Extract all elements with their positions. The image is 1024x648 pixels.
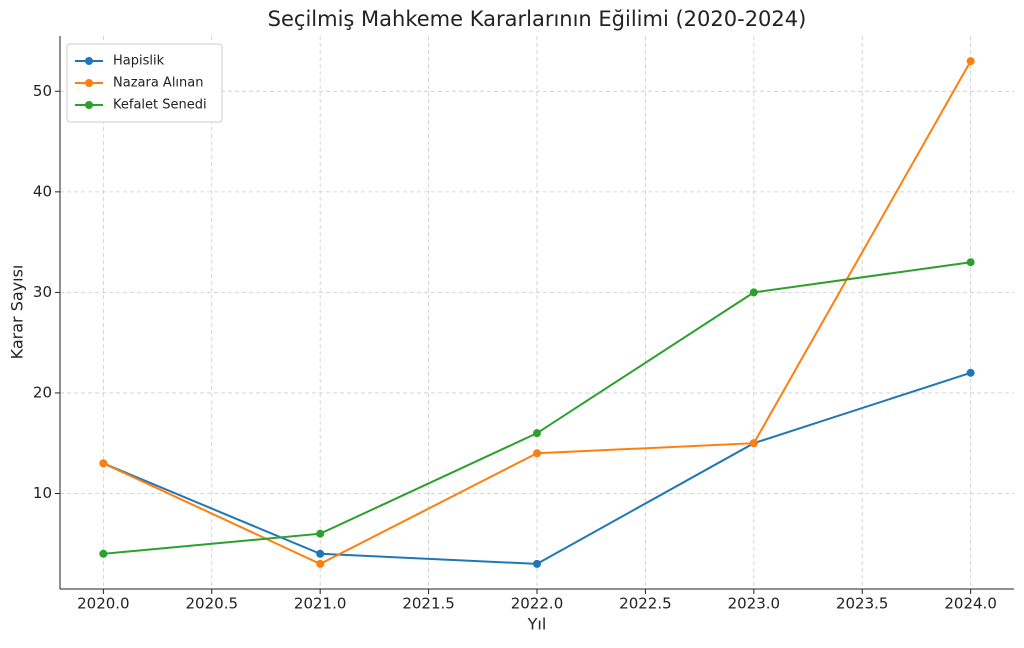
data-point bbox=[533, 559, 541, 568]
data-point bbox=[99, 459, 108, 468]
x-tick-label: 2021.0 bbox=[294, 595, 347, 613]
data-point bbox=[533, 449, 541, 458]
data-point bbox=[533, 429, 541, 438]
data-point bbox=[966, 368, 975, 377]
y-axis-label: Karar Sayısı bbox=[8, 265, 27, 360]
x-tick-label: 2024.0 bbox=[944, 595, 997, 613]
x-tick-label: 2021.5 bbox=[402, 595, 455, 613]
x-tick-label: 2022.0 bbox=[511, 595, 564, 613]
legend-label: Kefalet Senedi bbox=[113, 98, 207, 113]
y-tick-label: 30 bbox=[33, 283, 52, 301]
x-tick-label: 2022.5 bbox=[619, 595, 672, 613]
legend-marker bbox=[85, 101, 93, 109]
x-tick-label: 2023.5 bbox=[836, 595, 889, 613]
x-tick-label: 2020.0 bbox=[77, 595, 130, 613]
y-tick-label: 20 bbox=[33, 383, 52, 401]
y-tick-label: 50 bbox=[33, 82, 52, 100]
y-tick-label: 10 bbox=[33, 484, 52, 502]
data-point bbox=[99, 549, 108, 558]
x-tick-label: 2020.5 bbox=[186, 595, 239, 613]
data-point bbox=[316, 549, 325, 558]
x-tick-label: 2023.0 bbox=[728, 595, 781, 613]
legend-marker bbox=[85, 79, 93, 87]
data-point bbox=[749, 288, 758, 297]
data-point bbox=[316, 559, 325, 568]
legend-label: Hapislik bbox=[113, 54, 165, 69]
y-tick-label: 40 bbox=[33, 182, 52, 200]
data-point bbox=[966, 258, 975, 267]
legend-marker bbox=[85, 57, 93, 65]
x-axis-label: Yıl bbox=[527, 615, 547, 634]
data-point bbox=[966, 57, 975, 66]
data-point bbox=[316, 529, 325, 538]
legend-label: Nazara Alınan bbox=[113, 76, 204, 91]
data-point bbox=[749, 439, 758, 448]
legend: Hapislik Nazara Alınan Kefalet Senedi bbox=[66, 43, 223, 123]
chart-title: Seçilmiş Mahkeme Kararlarının Eğilimi (2… bbox=[268, 7, 807, 31]
legend-box bbox=[66, 43, 223, 123]
